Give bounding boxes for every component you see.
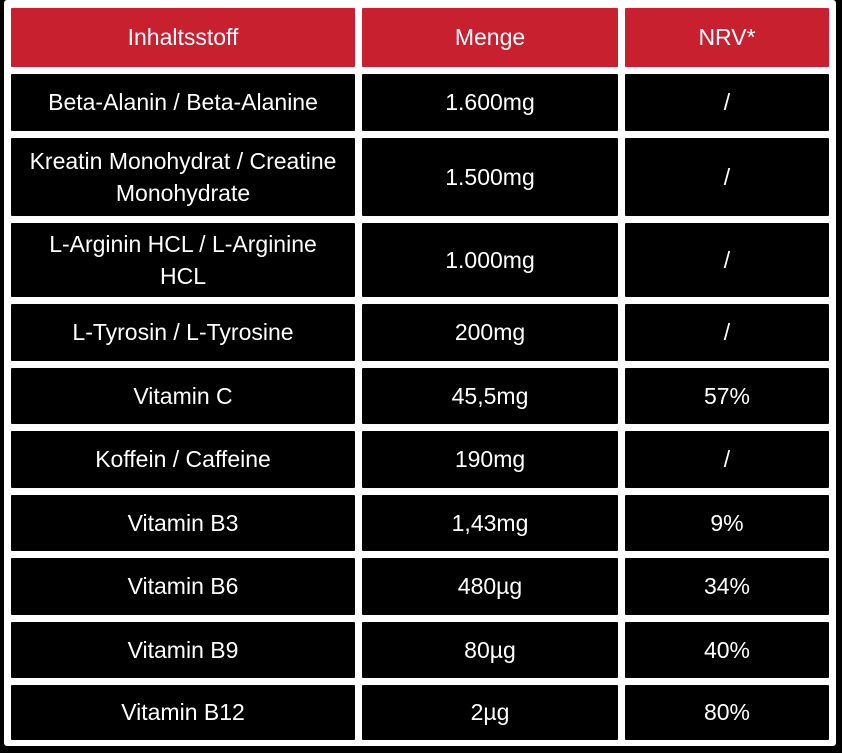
amount-cell: 80µg xyxy=(362,622,618,678)
ingredient-name-cell: Vitamin B9 xyxy=(11,622,355,678)
nrv-cell: / xyxy=(625,304,829,361)
ingredient-name-cell: Vitamin B12 xyxy=(11,685,355,740)
amount-cell: 1.600mg xyxy=(362,74,618,131)
nrv-cell: 9% xyxy=(625,495,829,551)
nrv-cell: 57% xyxy=(625,368,829,424)
ingredient-name-cell: Beta-Alanin / Beta-Alanine xyxy=(11,74,355,131)
col-header-amount: Menge xyxy=(362,8,618,67)
nrv-cell: / xyxy=(625,223,829,297)
ingredient-name-cell: Vitamin B6 xyxy=(11,558,355,615)
amount-cell: 45,5mg xyxy=(362,368,618,424)
ingredient-name-cell: Kreatin Monohydrat / Creatine Monohydrat… xyxy=(11,138,355,216)
ingredient-table-frame: Inhaltsstoff Menge NRV* Beta-Alanin / Be… xyxy=(4,0,836,746)
nrv-cell: / xyxy=(625,74,829,131)
amount-cell: 1,43mg xyxy=(362,495,618,551)
ingredient-table: Inhaltsstoff Menge NRV* Beta-Alanin / Be… xyxy=(4,0,836,746)
nrv-cell: 80% xyxy=(625,685,829,740)
ingredient-name-cell: Vitamin B3 xyxy=(11,495,355,551)
ingredient-name-cell: L-Tyrosin / L-Tyrosine xyxy=(11,304,355,361)
nrv-cell: / xyxy=(625,431,829,488)
amount-cell: 480µg xyxy=(362,558,618,615)
col-header-nrv: NRV* xyxy=(625,8,829,67)
col-header-ingredient: Inhaltsstoff xyxy=(11,8,355,67)
amount-cell: 1.500mg xyxy=(362,138,618,216)
nrv-cell: 40% xyxy=(625,622,829,678)
ingredient-name-cell: Koffein / Caffeine xyxy=(11,431,355,488)
amount-cell: 2µg xyxy=(362,685,618,740)
amount-cell: 190mg xyxy=(362,431,618,488)
amount-cell: 1.000mg xyxy=(362,223,618,297)
ingredient-name-cell: L-Arginin HCL / L-Arginine HCL xyxy=(11,223,355,297)
amount-cell: 200mg xyxy=(362,304,618,361)
nrv-cell: / xyxy=(625,138,829,216)
ingredient-name-cell: Vitamin C xyxy=(11,368,355,424)
nrv-cell: 34% xyxy=(625,558,829,615)
